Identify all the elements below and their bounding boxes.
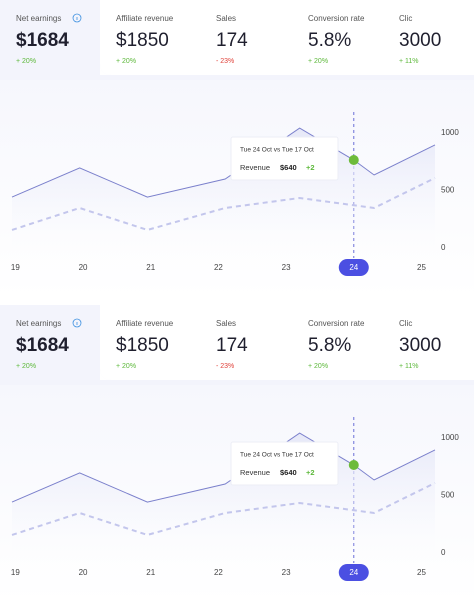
metric-change: + 20% — [16, 58, 36, 65]
metric-value: $1684 — [16, 30, 69, 51]
metric-change: + 20% — [16, 363, 36, 370]
metric-label: Affiliate revenue — [116, 319, 174, 328]
x-tick-label: 19 — [11, 568, 20, 577]
x-tick-label: 22 — [214, 263, 223, 272]
tooltip-value: $640 — [280, 468, 297, 477]
metric-value: 5.8% — [308, 30, 351, 51]
metric-label: Clic — [399, 14, 412, 23]
tooltip-value: $640 — [280, 163, 297, 172]
metric-label: Conversion rate — [308, 319, 365, 328]
metric-label: Clic — [399, 319, 412, 328]
x-tick-label: 20 — [79, 568, 88, 577]
chart: 0 500 1000 19 20 21 22 23 24 25 Tue 24 Oct vs Tue … — [11, 417, 459, 581]
metric-value: $1850 — [116, 335, 169, 356]
metric-value: 174 — [216, 335, 248, 356]
line — [11, 482, 436, 536]
metric-card-corner — [100, 368, 112, 380]
x-tick-label: 19 — [11, 263, 20, 272]
y-tick-label: 500 — [441, 491, 455, 500]
metric-value: 3000 — [399, 30, 441, 51]
panel: Net earnings $1684 + 20% Affiliate revenue $… — [0, 0, 474, 298]
metric-label: Sales — [216, 14, 236, 23]
x-tick-label: 24 — [349, 263, 358, 272]
marker — [348, 155, 359, 166]
x-tick-label: 25 — [417, 263, 426, 272]
tooltip-change: +2 — [306, 163, 315, 172]
y-tick-label: 0 — [441, 548, 446, 557]
info-icon — [72, 13, 82, 23]
x-tick-label: 20 — [79, 263, 88, 272]
tooltip-title: Tue 24 Oct vs Tue 17 Oct — [240, 452, 314, 459]
info-icon — [72, 318, 82, 328]
metric-value: 5.8% — [308, 335, 351, 356]
metric-label: Conversion rate — [308, 14, 365, 23]
y-tick-label: 1000 — [441, 128, 459, 137]
x-tick-label: 23 — [282, 568, 291, 577]
tooltip-title: Tue 24 Oct vs Tue 17 Oct — [240, 147, 314, 154]
metric-value: 3000 — [399, 335, 441, 356]
marker — [348, 460, 359, 471]
metric-change: + 20% — [116, 363, 136, 370]
highlight-pill — [338, 259, 369, 276]
metric-change: + 20% — [116, 58, 136, 65]
metric-label: Sales — [216, 319, 236, 328]
metric-value: $1850 — [116, 30, 169, 51]
metric-value: $1684 — [16, 335, 69, 356]
metric-change: + 11% — [399, 58, 419, 65]
chart: 0 500 1000 19 20 21 22 23 24 25 Tue 24 Oct vs Tue … — [11, 112, 459, 276]
y-tick-label: 1000 — [441, 433, 459, 442]
metric-card — [0, 305, 100, 380]
tooltip-label: Revenue — [240, 468, 270, 477]
metric-change: + 20% — [308, 363, 328, 370]
metric-change: - 23% — [216, 58, 234, 65]
tooltip-change: +2 — [306, 468, 315, 477]
tooltip-label: Revenue — [240, 163, 270, 172]
metric-change: - 23% — [216, 363, 234, 370]
x-tick-label: 21 — [146, 568, 155, 577]
x-tick-label: 24 — [349, 568, 358, 577]
metric-card — [0, 0, 100, 75]
x-tick-label: 21 — [146, 263, 155, 272]
x-tick-label: 22 — [214, 568, 223, 577]
metric-label: Affiliate revenue — [116, 14, 174, 23]
tooltip — [230, 441, 339, 486]
y-tick-label: 500 — [441, 186, 455, 195]
x-tick-label: 25 — [417, 568, 426, 577]
panel: Net earnings $1684 + 20% Affiliate revenue $… — [0, 305, 474, 603]
metric-label: Net earnings — [16, 319, 61, 328]
metric-label: Net earnings — [16, 14, 61, 23]
tooltip — [230, 136, 339, 181]
x-tick-label: 23 — [282, 263, 291, 272]
metric-card-corner — [100, 63, 112, 75]
metric-change: + 20% — [308, 58, 328, 65]
y-tick-label: 0 — [441, 243, 446, 252]
highlight-pill — [338, 564, 369, 581]
metric-change: + 11% — [399, 363, 419, 370]
line — [11, 177, 436, 231]
metric-value: 174 — [216, 30, 248, 51]
